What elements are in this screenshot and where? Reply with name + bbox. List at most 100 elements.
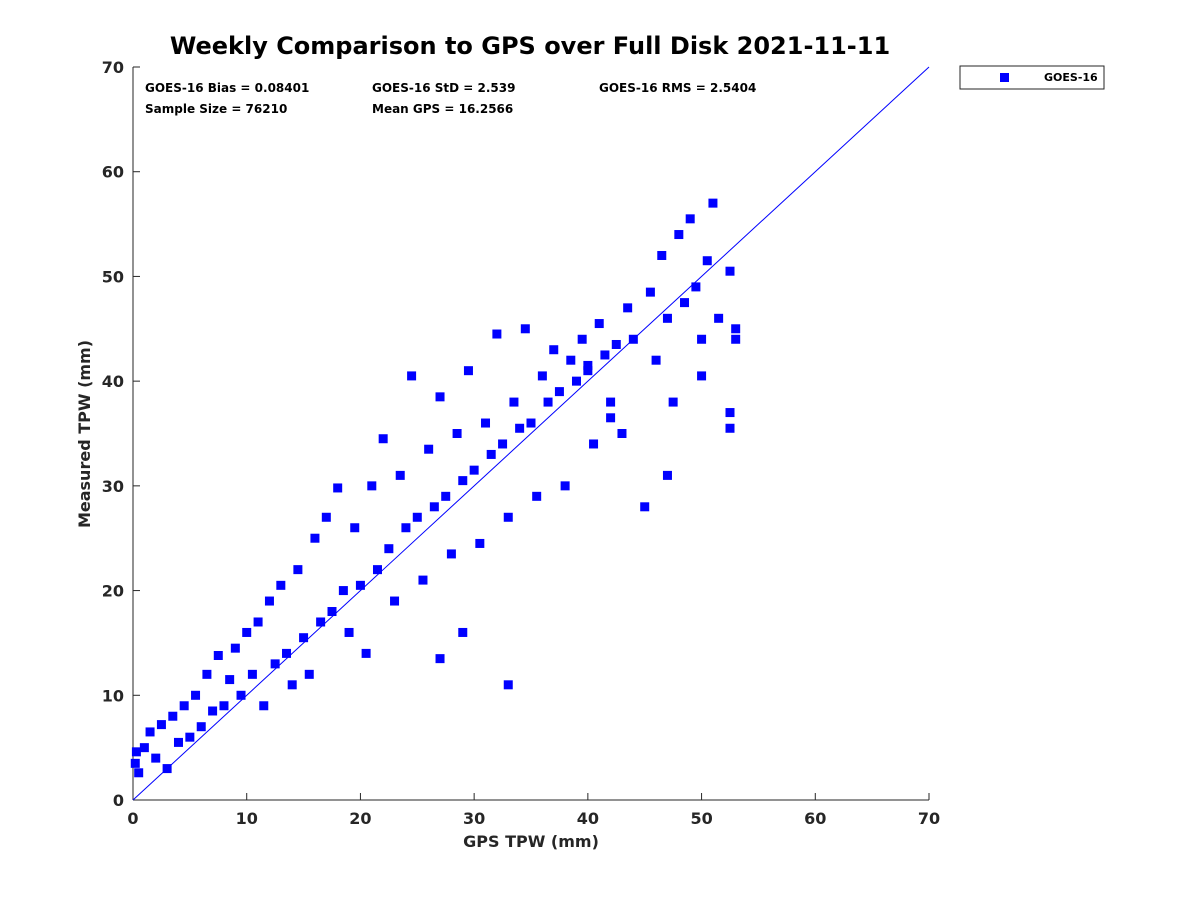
- data-point: [441, 491, 451, 501]
- data-point: [571, 376, 581, 386]
- x-tick-label: 20: [349, 809, 371, 828]
- data-point: [270, 659, 280, 669]
- data-point: [515, 423, 525, 433]
- data-point: [594, 319, 604, 329]
- data-point: [131, 747, 141, 757]
- data-point: [304, 669, 314, 679]
- data-point: [202, 669, 212, 679]
- data-point: [401, 523, 411, 533]
- data-point: [173, 737, 183, 747]
- data-point: [242, 627, 252, 637]
- data-point: [452, 429, 462, 438]
- data-point: [475, 538, 485, 548]
- data-point: [662, 470, 672, 480]
- data-point: [299, 633, 309, 643]
- chart-title: Weekly Comparison to GPS over Full Disk …: [170, 32, 890, 60]
- data-point: [310, 533, 320, 543]
- data-point: [384, 544, 394, 554]
- data-point: [361, 648, 371, 658]
- data-point: [435, 392, 445, 402]
- data-point: [350, 523, 360, 533]
- y-tick-label: 20: [102, 582, 124, 601]
- data-point: [287, 680, 297, 690]
- stats-annotations: GOES-16 Bias = 0.08401 GOES-16 StD = 2.5…: [145, 81, 756, 116]
- data-point: [458, 627, 468, 637]
- data-point: [151, 753, 161, 763]
- data-point: [520, 324, 530, 334]
- x-tick-label: 60: [804, 809, 826, 828]
- data-point: [600, 350, 610, 360]
- one-to-one-line: [132, 66, 930, 801]
- data-point: [617, 429, 627, 438]
- data-point: [503, 512, 513, 522]
- data-point: [725, 423, 735, 433]
- data-point: [196, 722, 206, 732]
- data-point: [327, 607, 337, 617]
- data-point: [731, 334, 741, 344]
- y-tick-label: 0: [113, 791, 124, 810]
- y-tick-label: 40: [102, 372, 124, 391]
- y-axis-label: Measured TPW (mm): [75, 340, 94, 528]
- data-point: [276, 580, 286, 590]
- data-point: [458, 476, 468, 486]
- data-point: [429, 502, 439, 512]
- data-point: [435, 654, 445, 664]
- data-point: [606, 397, 616, 407]
- data-point: [589, 439, 599, 449]
- data-point: [606, 413, 616, 423]
- data-point: [390, 596, 400, 606]
- data-point: [208, 706, 218, 716]
- data-point: [486, 449, 496, 459]
- data-point: [236, 690, 246, 700]
- data-point: [498, 439, 508, 449]
- data-point: [424, 444, 434, 454]
- stat-rms: GOES-16 RMS = 2.5404: [599, 81, 756, 95]
- data-point: [264, 596, 274, 606]
- data-point: [685, 214, 695, 224]
- x-tick-label: 50: [690, 809, 712, 828]
- data-point: [702, 256, 712, 266]
- data-point: [134, 768, 144, 778]
- data-point: [668, 397, 678, 407]
- data-point: [225, 675, 235, 685]
- data-point: [463, 366, 473, 376]
- y-tick-label: 10: [102, 686, 124, 705]
- data-point: [640, 502, 650, 512]
- data-point: [321, 512, 331, 522]
- data-point: [139, 743, 149, 753]
- data-point: [509, 397, 519, 407]
- data-point: [407, 371, 417, 381]
- data-point: [156, 720, 166, 730]
- x-tick-label: 30: [463, 809, 485, 828]
- data-point: [145, 727, 155, 737]
- data-point: [213, 650, 223, 660]
- stat-sample-size: Sample Size = 76210: [145, 102, 287, 116]
- data-point: [338, 586, 348, 596]
- data-point: [697, 371, 707, 381]
- legend: GOES-16: [959, 65, 1105, 90]
- data-point: [316, 617, 326, 627]
- data-point: [725, 266, 735, 276]
- data-point: [537, 371, 547, 381]
- data-point: [367, 481, 377, 491]
- data-point: [611, 339, 621, 349]
- legend-marker: [1000, 73, 1009, 82]
- data-point: [185, 732, 195, 742]
- data-point: [549, 345, 559, 355]
- data-point: [674, 230, 684, 240]
- data-point: [492, 329, 502, 339]
- y-tick-label: 30: [102, 477, 124, 496]
- data-point: [577, 334, 587, 344]
- data-point: [446, 549, 456, 559]
- data-point: [412, 512, 422, 522]
- data-point: [355, 580, 365, 590]
- stat-mean-gps: Mean GPS = 16.2566: [372, 102, 513, 116]
- data-point: [378, 434, 388, 444]
- data-point: [179, 701, 189, 711]
- x-axis-label: GPS TPW (mm): [463, 832, 599, 851]
- data-point: [372, 565, 382, 575]
- data-point: [418, 575, 428, 585]
- legend-label: GOES-16: [1044, 71, 1098, 84]
- data-point: [532, 491, 542, 501]
